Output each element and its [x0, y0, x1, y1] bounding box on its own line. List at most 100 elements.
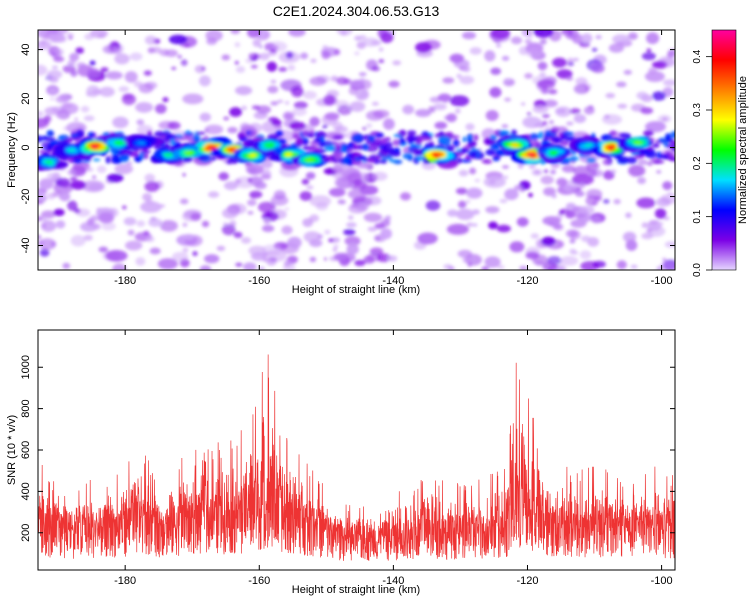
noise-blob — [262, 250, 287, 262]
band-blob — [607, 134, 613, 139]
noise-blob — [66, 32, 74, 38]
noise-blob — [121, 93, 136, 106]
noise-blob — [497, 265, 505, 270]
noise-blob — [560, 255, 579, 266]
noise-blob — [179, 198, 189, 205]
noise-blob — [485, 110, 499, 121]
noise-blob — [224, 181, 238, 191]
band-blob — [485, 149, 496, 156]
cluster-contour — [211, 146, 217, 150]
noise-blob — [555, 108, 564, 114]
noise-blob — [579, 250, 592, 260]
noise-blob — [565, 202, 576, 210]
noise-blob — [143, 230, 150, 236]
cluster-contour — [306, 159, 313, 161]
noise-blob — [146, 236, 155, 243]
band-blob — [154, 130, 166, 138]
noise-blob — [622, 231, 637, 243]
noise-blob — [309, 239, 323, 248]
cluster-contour — [285, 152, 293, 156]
noise-blob — [38, 40, 52, 50]
noise-blob — [657, 114, 672, 123]
noise-blob — [490, 67, 502, 75]
noise-blob — [388, 255, 398, 262]
noise-blob — [641, 52, 657, 61]
noise-blob — [98, 246, 109, 253]
noise-blob — [343, 229, 356, 236]
noise-blob — [519, 265, 528, 270]
noise-blob — [287, 64, 296, 71]
noise-blob — [204, 124, 224, 135]
band-blob — [81, 159, 91, 163]
noise-blob — [235, 85, 253, 96]
band-blob — [346, 153, 354, 159]
signal-cluster — [422, 146, 457, 164]
noise-blob — [38, 110, 44, 117]
band-blob — [197, 156, 210, 161]
noise-blob — [283, 114, 295, 120]
x-tick-label: -180 — [114, 275, 136, 287]
noise-blob — [277, 99, 284, 103]
band-blob — [76, 129, 85, 138]
band-blob — [653, 160, 665, 164]
noise-blob — [205, 30, 223, 42]
noise-blob — [495, 43, 502, 48]
noise-blob — [252, 38, 262, 48]
noise-blob — [332, 248, 338, 252]
noise-blob — [603, 170, 615, 180]
noise-blob — [144, 35, 157, 45]
noise-blob — [449, 53, 465, 63]
band-blob — [438, 136, 450, 142]
noise-blob — [459, 75, 475, 85]
noise-blob — [283, 260, 292, 267]
noise-blob — [271, 45, 279, 50]
noise-blob — [350, 79, 365, 89]
noise-blob — [53, 208, 65, 217]
noise-blob — [62, 65, 76, 73]
noise-blob — [55, 112, 67, 119]
noise-blob — [449, 95, 470, 107]
noise-blob — [83, 234, 93, 241]
noise-blob — [259, 52, 270, 61]
noise-blob — [302, 90, 317, 100]
noise-blob — [456, 73, 462, 79]
noise-blob — [550, 162, 560, 169]
noise-blob — [496, 224, 511, 233]
band-blob — [402, 153, 413, 160]
noise-blob — [112, 47, 122, 55]
band-blob — [538, 131, 544, 139]
noise-blob — [489, 87, 502, 98]
band-blob — [382, 146, 394, 153]
noise-blob — [96, 165, 107, 174]
y-tick-label: 200 — [20, 524, 32, 542]
noise-blob — [251, 105, 261, 110]
noise-blob — [354, 51, 360, 56]
noise-blob — [616, 260, 627, 270]
y-tick-label: -20 — [20, 189, 32, 205]
noise-blob — [467, 262, 472, 267]
band-blob — [457, 157, 462, 164]
signal-cluster — [291, 152, 328, 167]
noise-blob — [663, 216, 670, 221]
noise-blob — [469, 47, 482, 55]
noise-blob — [465, 123, 475, 131]
noise-blob — [182, 247, 189, 253]
noise-blob — [55, 220, 66, 229]
noise-blob — [485, 206, 500, 214]
noise-blob — [278, 67, 288, 72]
noise-blob — [144, 173, 156, 183]
band-blob — [400, 139, 406, 145]
noise-blob — [365, 196, 382, 206]
band-blob — [348, 147, 354, 153]
noise-blob — [333, 48, 341, 56]
noise-blob — [588, 169, 598, 178]
noise-blob — [333, 244, 339, 249]
noise-blob — [540, 175, 554, 185]
noise-blob — [415, 109, 432, 117]
noise-blob — [571, 174, 594, 186]
snr-x-axis-label: Height of straight line (km) — [292, 584, 420, 596]
signal-cluster — [150, 148, 186, 163]
noise-blob — [300, 52, 309, 60]
noise-blob — [47, 87, 58, 95]
